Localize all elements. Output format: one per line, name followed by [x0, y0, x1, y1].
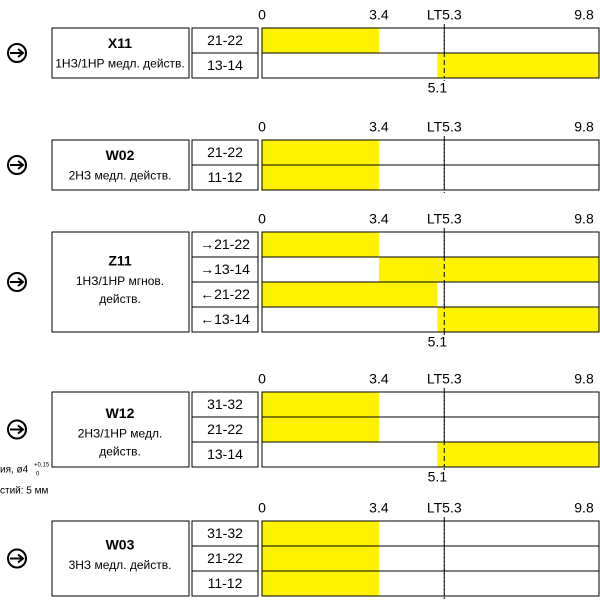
row-track — [261, 52, 600, 79]
contact-description: 2НЗ/1НР медл. — [78, 427, 163, 441]
row-label: 11-12 — [208, 575, 243, 591]
row-track — [261, 306, 600, 333]
row-label: 31-32 — [207, 525, 243, 541]
tick-label: 9.8 — [574, 119, 594, 135]
tick-label: 3.4 — [369, 371, 389, 387]
row-label: 21-22 — [207, 550, 243, 566]
row-label: 21-22 — [207, 421, 243, 437]
row-label: →21-22 — [200, 236, 250, 252]
tick-label: 0 — [258, 500, 266, 516]
tick-label: LT5.3 — [427, 211, 462, 227]
switch-icon-arrow — [10, 553, 25, 564]
on-range — [262, 140, 379, 165]
on-range — [262, 546, 379, 571]
contact-box — [51, 27, 190, 79]
row-label: 11-12 — [208, 169, 243, 185]
on-range — [262, 417, 379, 442]
switch-point-label: 5.1 — [428, 469, 448, 485]
tick-label: 3.4 — [369, 119, 389, 135]
on-range — [262, 392, 379, 417]
switch-icon-arrow — [10, 160, 25, 170]
switch-icon — [7, 155, 27, 175]
tick-label: 3.4 — [369, 211, 389, 227]
contact-description: 2НЗ медл. действ. — [69, 169, 172, 183]
row-track — [261, 164, 600, 191]
switch-point-label: 5.1 — [428, 80, 448, 96]
switch-icon — [7, 548, 27, 569]
contact-name: W12 — [106, 405, 135, 421]
on-range — [262, 232, 379, 257]
tick-label: 9.8 — [574, 7, 594, 23]
switch-icon-arrow — [10, 48, 25, 58]
tick-label: 3.4 — [369, 7, 389, 23]
row-label-box — [191, 570, 259, 597]
switch-icon — [7, 419, 27, 440]
switch-icon — [7, 43, 27, 63]
on-range — [262, 165, 379, 190]
row-track — [261, 441, 600, 468]
switch-point-label: 5.1 — [428, 334, 448, 350]
fragment-text: ия, ø4 — [0, 465, 29, 476]
row-label: 13-14 — [207, 446, 243, 462]
contact-name: W03 — [106, 536, 135, 552]
contact-description: 1НЗ/1НР медл. действ. — [55, 57, 185, 71]
tick-label: 0 — [258, 211, 266, 227]
tick-label: LT5.3 — [427, 7, 462, 23]
on-range — [437, 442, 599, 467]
fragment-text: стий: 5 мм — [0, 486, 49, 497]
contact-name: Z11 — [108, 253, 132, 269]
contact-box — [51, 391, 190, 468]
contact-box — [51, 139, 190, 191]
switch-icon-arrow — [10, 424, 25, 435]
on-range — [262, 521, 379, 546]
row-label: 21-22 — [207, 144, 243, 160]
row-label: 31-32 — [207, 396, 243, 412]
contact-box — [51, 520, 190, 597]
row-label: ←13-14 — [200, 311, 250, 327]
contact-description: действ. — [99, 445, 141, 459]
on-range — [262, 28, 379, 53]
tick-label: 0 — [258, 371, 266, 387]
tick-label: LT5.3 — [427, 119, 462, 135]
fragment-sub: 0 — [36, 472, 40, 478]
tick-label: 9.8 — [574, 500, 594, 516]
tick-label: 0 — [258, 7, 266, 23]
on-range — [262, 571, 379, 596]
on-range — [262, 282, 438, 307]
contact-name: W02 — [106, 147, 135, 163]
row-label: 13-14 — [207, 57, 243, 73]
on-range — [437, 53, 599, 78]
row-label: 21-22 — [207, 32, 243, 48]
contact-description: 3НЗ медл. действ. — [69, 558, 172, 572]
on-range — [378, 257, 599, 282]
contact-description: действ. — [99, 292, 141, 306]
tick-label: 9.8 — [574, 211, 594, 227]
switch-icon — [7, 272, 27, 292]
row-label-box — [191, 52, 259, 79]
row-track — [261, 570, 600, 597]
contact-box — [51, 231, 190, 333]
tick-label: LT5.3 — [427, 500, 462, 516]
switch-icon-arrow — [10, 277, 25, 287]
row-label: ←21-22 — [200, 286, 250, 302]
fragment-sup: +0,15 — [34, 463, 50, 469]
row-label-box — [191, 306, 259, 333]
tick-label: LT5.3 — [427, 371, 462, 387]
contact-name: X11 — [108, 35, 132, 51]
tick-label: 3.4 — [369, 500, 389, 516]
tick-label: 0 — [258, 119, 266, 135]
contact-description: 1НЗ/1НР мгнов. — [76, 274, 164, 288]
row-label-box — [191, 441, 259, 468]
tick-label: 9.8 — [574, 371, 594, 387]
row-label-box — [191, 164, 259, 191]
row-label: →13-14 — [200, 261, 250, 277]
on-range — [437, 307, 599, 332]
